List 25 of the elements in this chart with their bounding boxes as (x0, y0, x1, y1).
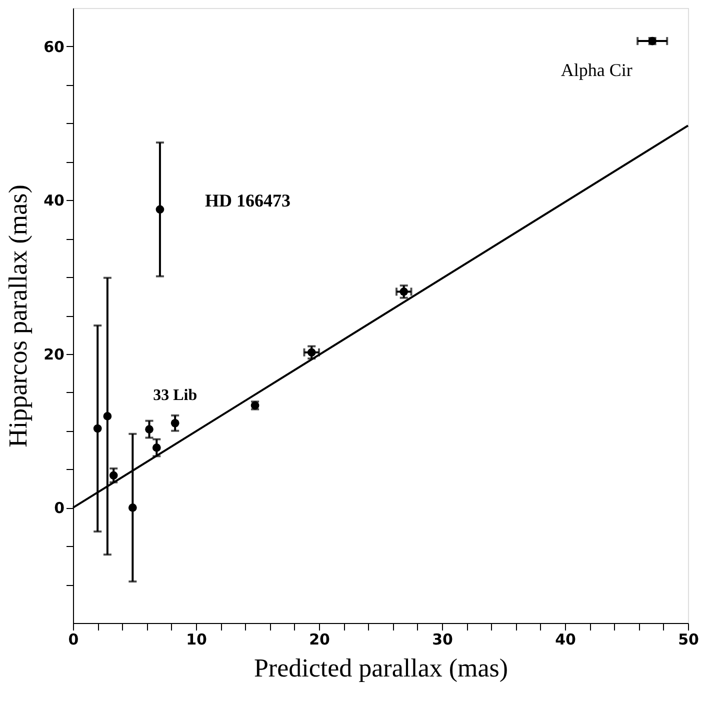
annotation: 33 Lib (153, 387, 198, 404)
y-tick-label: 0 (54, 499, 64, 518)
annotation: HD 166473 (204, 190, 290, 210)
point (152, 444, 161, 452)
x-tick-label: 30 (432, 630, 453, 648)
point (109, 471, 118, 480)
point (307, 348, 316, 357)
y-tick-label: 40 (44, 192, 64, 210)
x-tick-label: 20 (309, 630, 330, 648)
annotation: Alpha Cir (560, 60, 632, 80)
x-tick-label: 10 (186, 630, 207, 648)
point (128, 504, 137, 512)
point (400, 287, 408, 296)
x-tick-label: 40 (555, 630, 576, 648)
point (145, 425, 154, 434)
x-tick-label: 50 (678, 630, 699, 648)
x-axis-title: Predicted parallax (mas) (254, 654, 508, 682)
y-tick-label: 20 (44, 345, 64, 364)
point (93, 424, 102, 433)
point (170, 418, 180, 428)
x-tick-label: 0 (68, 630, 79, 648)
y-axis-title: Hipparcos parallax (mas) (4, 184, 33, 448)
y-tick-label: 60 (44, 38, 64, 56)
point (156, 205, 164, 214)
point (103, 412, 112, 420)
